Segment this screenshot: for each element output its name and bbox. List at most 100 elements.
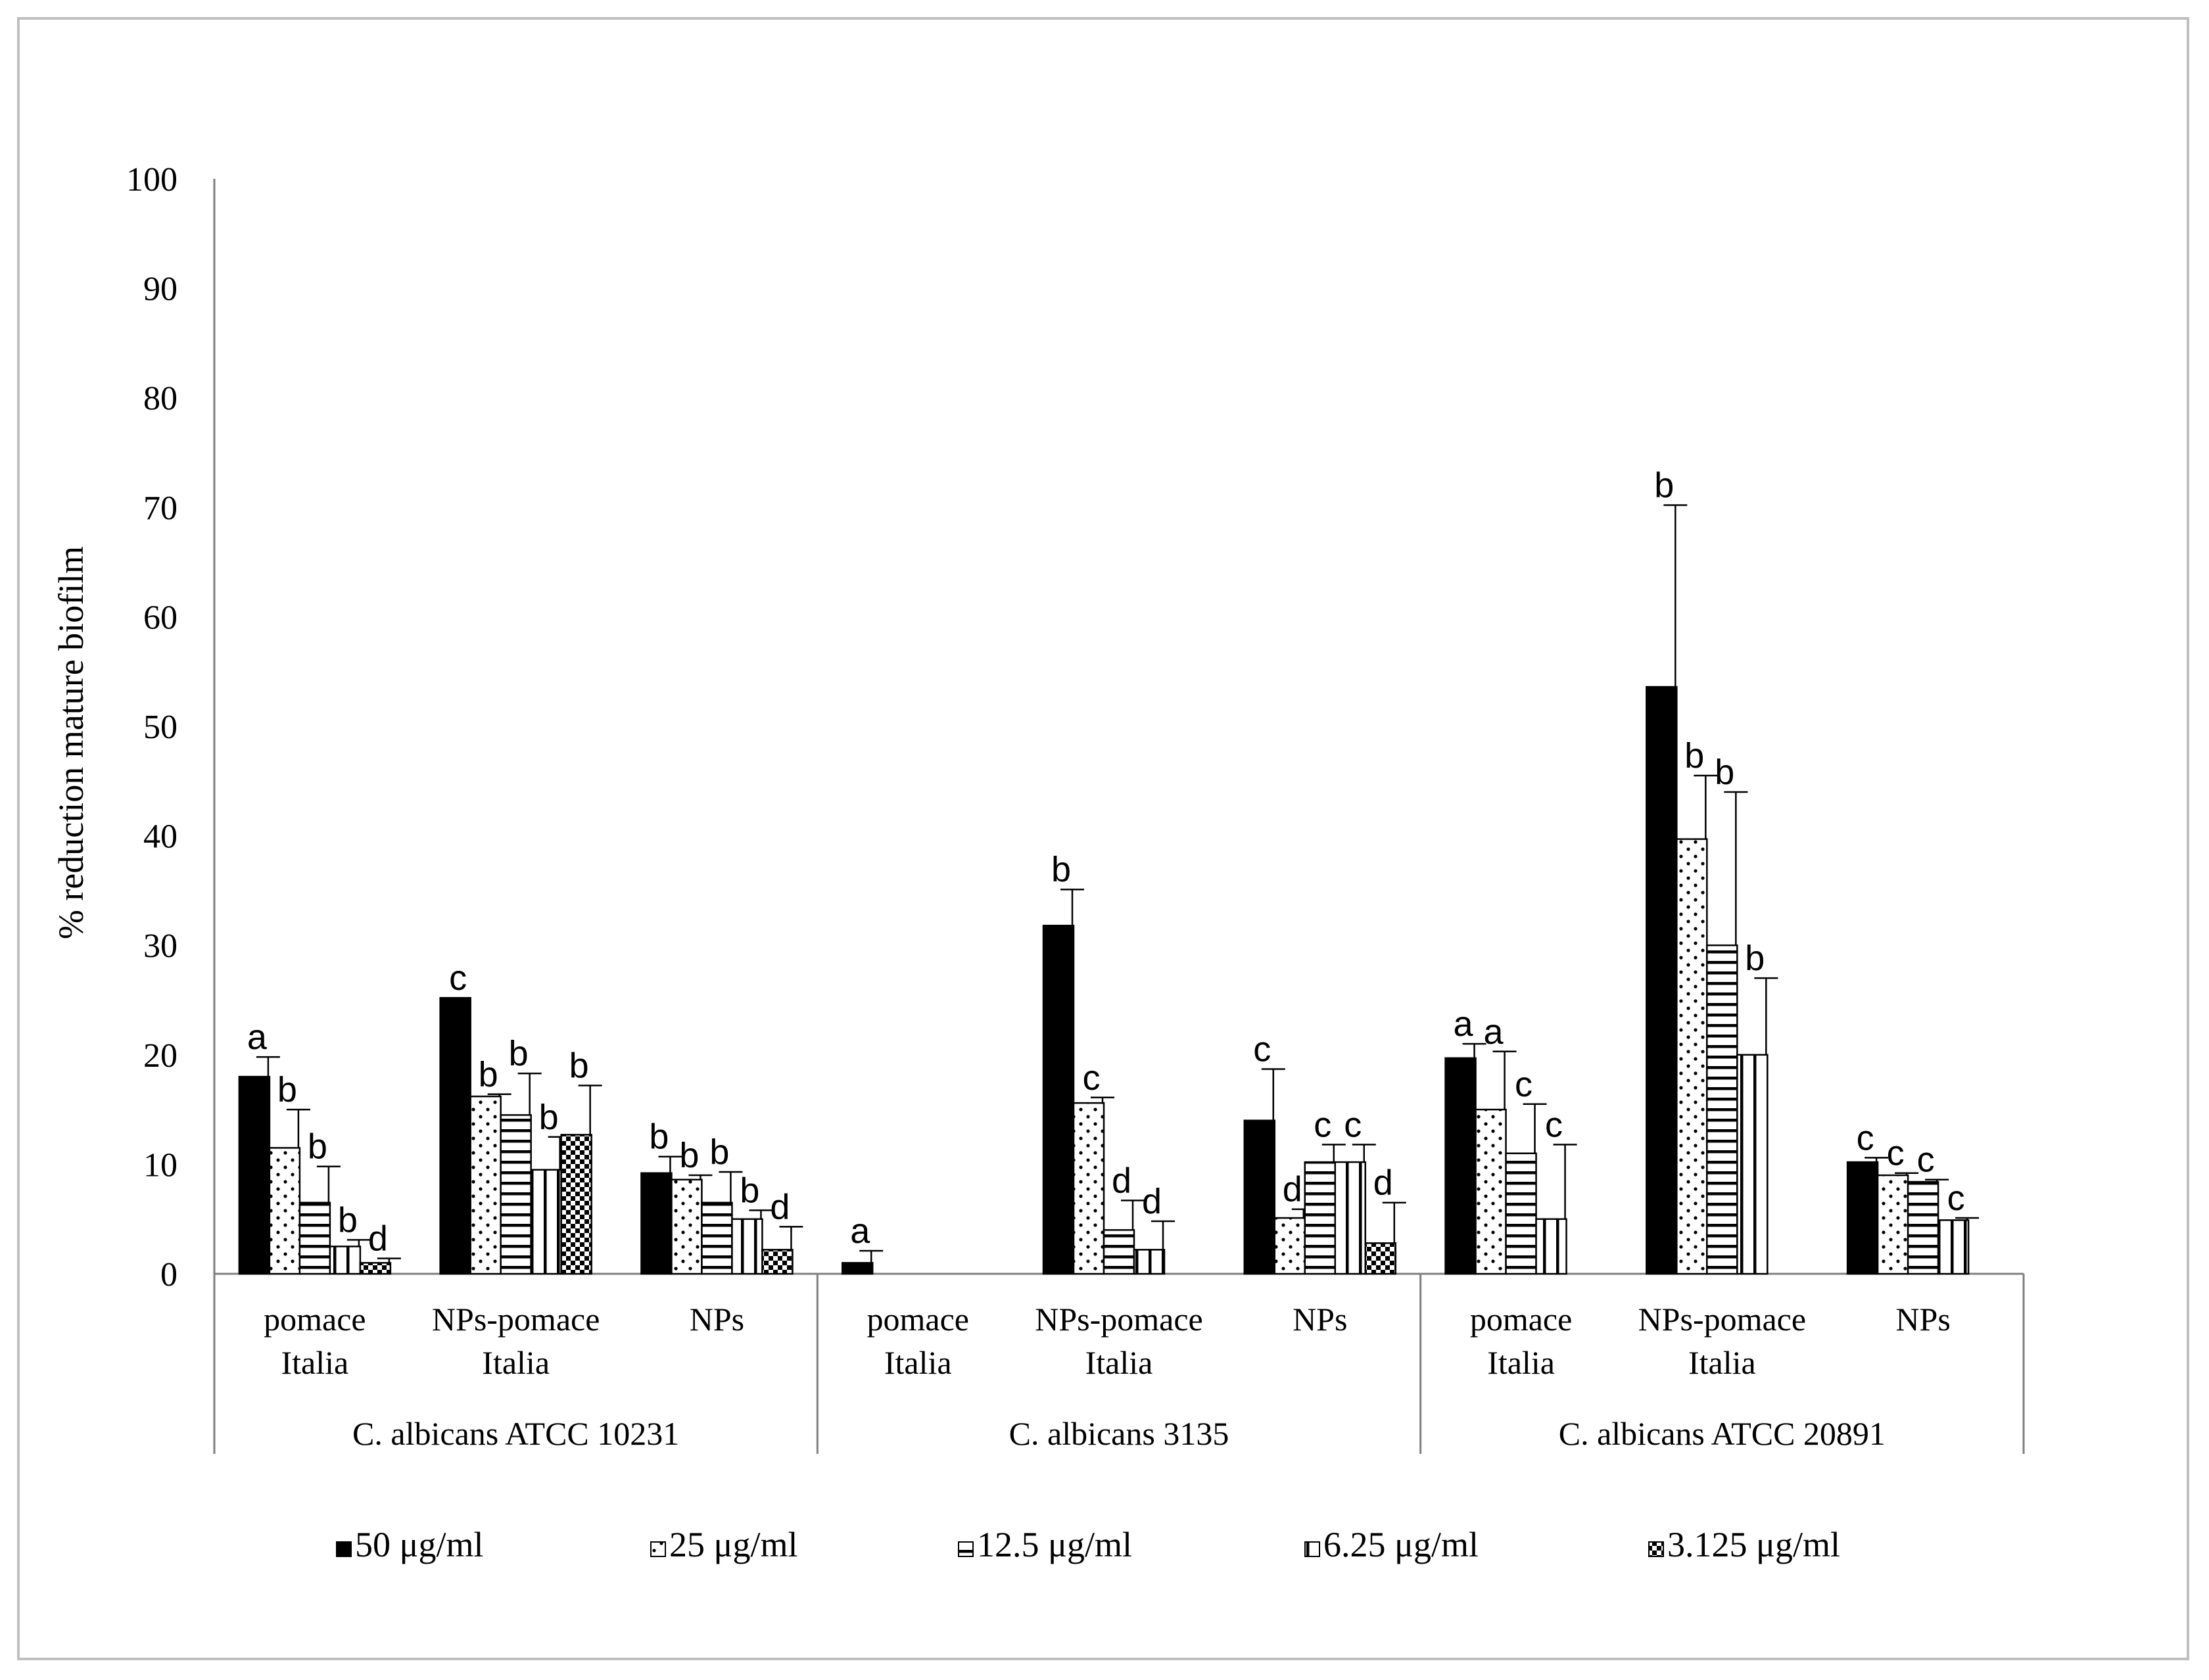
bar (359, 1262, 392, 1275)
bar (1334, 1161, 1367, 1275)
bar (469, 1095, 502, 1275)
category-label: pomace (867, 1301, 968, 1338)
bar (1273, 1217, 1306, 1275)
significance-letter: c (1917, 1140, 1935, 1180)
bar (1304, 1161, 1337, 1275)
legend-label: 50 μg/ml (355, 1525, 483, 1564)
legend-label: 25 μg/ml (669, 1525, 797, 1564)
bar (1243, 1119, 1276, 1275)
significance-letter: c (1253, 1029, 1271, 1069)
category-label: Italia (1688, 1344, 1756, 1381)
significance-letter: c (1083, 1058, 1101, 1098)
significance-letter: a (1484, 1012, 1504, 1052)
significance-letter: c (1314, 1105, 1331, 1144)
significance-letter: b (509, 1034, 529, 1073)
bar (560, 1134, 592, 1275)
y-axis-title: % reduction mature biofilm (51, 546, 91, 939)
bar (1937, 1219, 1970, 1275)
significance-letter: b (277, 1070, 297, 1109)
category-label: Italia (482, 1344, 550, 1381)
y-tick-label: 20 (143, 1037, 178, 1075)
bar (500, 1114, 532, 1275)
legend-swatch (336, 1541, 352, 1557)
significance-letter: b (1654, 465, 1674, 505)
category-label: NPs-pomace (432, 1301, 600, 1338)
significance-letter: b (479, 1055, 498, 1094)
category-label: pomace (264, 1301, 366, 1338)
strain-label: C. albicans ATCC 10231 (352, 1415, 679, 1452)
bar (1846, 1161, 1879, 1275)
bar (731, 1218, 763, 1275)
bar (1364, 1242, 1397, 1275)
legend-swatch (958, 1541, 974, 1557)
significance-letter: d (1112, 1161, 1131, 1200)
legend-swatch (650, 1541, 666, 1557)
legend-label: 3.125 μg/ml (1667, 1525, 1840, 1564)
bar (268, 1147, 301, 1275)
legend-label: 12.5 μg/ml (977, 1525, 1132, 1564)
legend-swatch (1648, 1541, 1664, 1557)
bar (1505, 1152, 1537, 1275)
category-label: NPs (1895, 1301, 1950, 1338)
category-label: NPs-pomace (1035, 1301, 1203, 1338)
bar (1736, 1054, 1769, 1275)
significance-letter: b (1051, 850, 1071, 889)
category-label: Italia (884, 1344, 952, 1381)
significance-letter: b (740, 1171, 759, 1210)
significance-letter: b (338, 1200, 358, 1240)
significance-letter: b (1684, 736, 1704, 776)
category-label: Italia (281, 1344, 349, 1381)
y-tick-label: 90 (143, 271, 178, 308)
y-tick-label: 100 (126, 161, 178, 198)
bar (1646, 686, 1678, 1275)
category-label: NPs-pomace (1638, 1301, 1807, 1338)
significance-letter: b (569, 1046, 589, 1085)
significance-letter: c (1857, 1118, 1874, 1157)
bar (701, 1202, 733, 1275)
significance-letter: b (308, 1127, 327, 1167)
y-tick-label: 0 (160, 1256, 178, 1294)
significance-letter: c (1545, 1105, 1563, 1144)
bar (1706, 944, 1738, 1275)
category-label: NPs (690, 1301, 744, 1338)
category-label: NPs (1293, 1301, 1347, 1338)
bar (238, 1075, 271, 1275)
significance-letter: c (1887, 1134, 1905, 1173)
category-label: Italia (1085, 1344, 1153, 1381)
bar (1876, 1174, 1909, 1275)
category-label: Italia (1487, 1344, 1555, 1381)
y-tick-label: 30 (143, 927, 178, 965)
bar (1042, 924, 1075, 1275)
bar (1072, 1102, 1105, 1275)
bar (329, 1246, 362, 1275)
bar (1475, 1108, 1507, 1275)
significance-letter: d (368, 1219, 388, 1259)
figure-frame (17, 17, 2189, 1660)
y-tick-label: 50 (143, 709, 178, 746)
bar (1103, 1229, 1135, 1275)
bar (1907, 1180, 1939, 1275)
bar (761, 1249, 794, 1275)
bar (298, 1202, 331, 1275)
bar (1444, 1057, 1477, 1275)
legend-swatch (1304, 1541, 1320, 1557)
significance-letter: c (1344, 1105, 1362, 1144)
strain-label: C. albicans 3135 (1009, 1415, 1229, 1452)
strain-label: C. albicans ATCC 20891 (1559, 1415, 1886, 1452)
bar (841, 1262, 874, 1275)
bar (439, 996, 471, 1275)
significance-letter: d (770, 1187, 790, 1226)
bar (671, 1178, 703, 1275)
significance-letter: b (1715, 753, 1734, 792)
significance-letter: c (1515, 1065, 1532, 1104)
bar (640, 1172, 673, 1275)
bar (1133, 1249, 1166, 1275)
significance-letter: d (1142, 1182, 1162, 1221)
category-label: pomace (1470, 1301, 1572, 1338)
significance-letter: a (850, 1211, 870, 1251)
bar (530, 1169, 562, 1275)
bar (1676, 838, 1708, 1275)
significance-letter: a (247, 1017, 268, 1057)
y-tick-label: 80 (143, 380, 178, 417)
